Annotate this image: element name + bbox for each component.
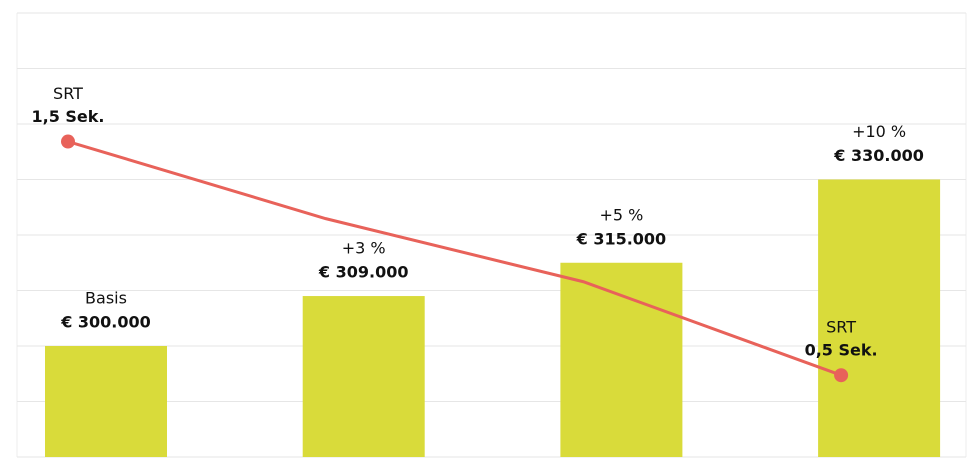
series-name: SRT <box>826 318 856 337</box>
value-label: € 330.000 <box>833 146 924 165</box>
bar-annotation: Basis <box>85 289 127 308</box>
bar <box>560 262 683 457</box>
line <box>67 140 842 377</box>
value-label: € 300.000 <box>60 313 151 332</box>
bar-annotation: +10 % <box>852 122 906 141</box>
bar-annotation: +3 % <box>342 239 386 258</box>
bar <box>302 296 425 457</box>
value-label: € 315.000 <box>576 229 667 248</box>
series-name: SRT <box>53 84 83 103</box>
line-point <box>61 134 75 149</box>
bar <box>818 179 941 457</box>
value-label: 1,5 Sek. <box>31 107 104 126</box>
value-label: € 309.000 <box>318 263 409 282</box>
bar <box>45 346 167 457</box>
line-point <box>834 368 849 383</box>
bar-annotation: +5 % <box>599 205 643 224</box>
value-label: 0,5 Sek. <box>805 341 878 360</box>
